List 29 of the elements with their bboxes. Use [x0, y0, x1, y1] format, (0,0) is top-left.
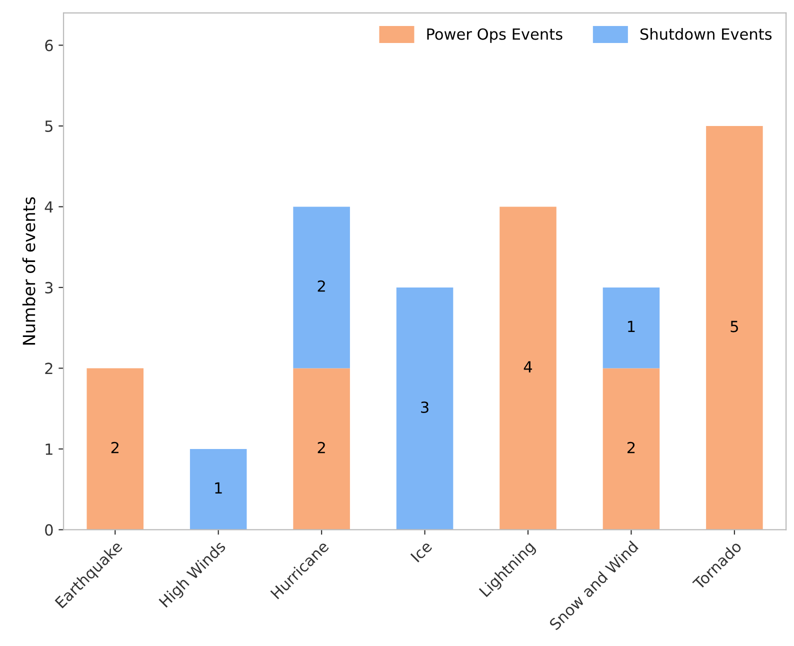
y-tick-label: 3 [45, 282, 53, 294]
bar [190, 448, 247, 530]
y-tick-label: 0 [45, 524, 53, 536]
data-label: 2 [111, 442, 118, 454]
bar [293, 206, 350, 368]
data-label: 4 [524, 361, 532, 372]
y-axis-title: Number of events [22, 197, 36, 345]
y-tick-label: 6 [45, 40, 53, 52]
bar [500, 206, 556, 530]
data-label: 2 [318, 442, 325, 454]
data-label: 5 [730, 320, 738, 332]
x-tick-label: Ice [410, 540, 433, 563]
y-tick-label: 4 [44, 201, 53, 213]
y-tick-label: 1 [46, 444, 52, 455]
bar [293, 368, 350, 530]
data-label: 1 [215, 482, 222, 494]
data-label: 2 [318, 280, 325, 292]
data-label: 1 [628, 320, 635, 332]
data-label: 3 [421, 401, 428, 414]
legend-label: Shutdown Events [640, 28, 772, 40]
bar [602, 368, 660, 530]
y-tick-label: 5 [45, 120, 52, 132]
bar [396, 287, 454, 530]
data-label: 2 [627, 442, 635, 454]
legend-label: Power Ops Events [427, 28, 562, 43]
bar [86, 368, 144, 530]
y-tick-label: 2 [45, 362, 52, 374]
bar [602, 287, 660, 368]
bar [706, 126, 763, 530]
